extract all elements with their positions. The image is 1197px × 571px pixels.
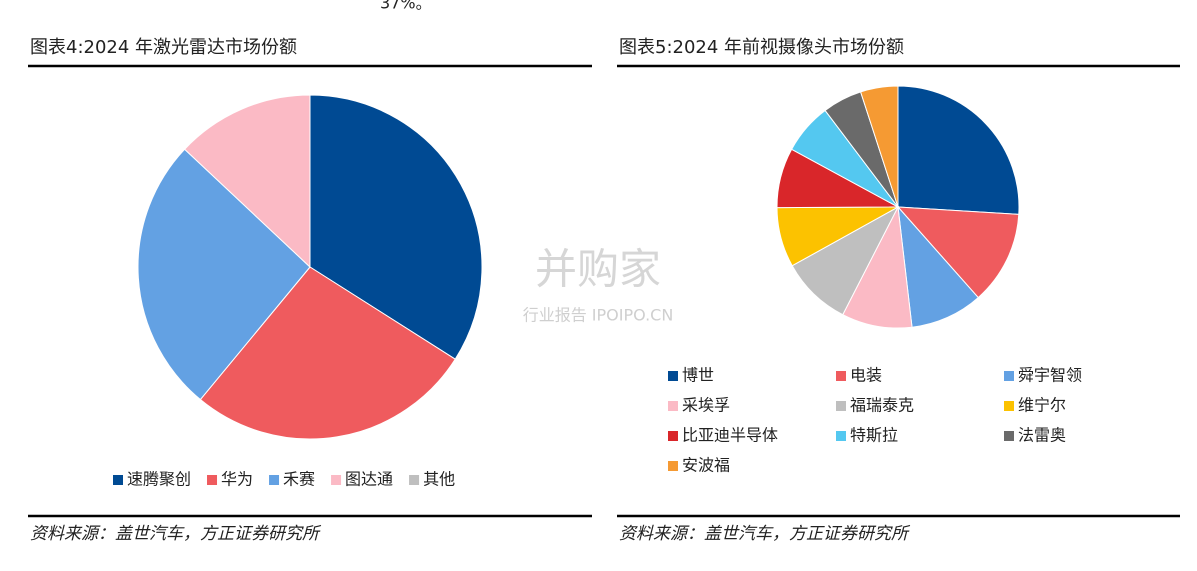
legend-label: 安波福 (682, 456, 730, 475)
legend-label: 华为 (221, 470, 253, 489)
legend-swatch (409, 475, 420, 485)
pie-slice (183, 94, 311, 269)
legend-swatch (668, 431, 678, 441)
legend-label: 比亚迪半导体 (682, 426, 778, 445)
legend-label: 法雷奥 (1018, 426, 1066, 445)
legend-label: 博世 (682, 366, 714, 385)
pie-slice (137, 148, 311, 401)
legend-label: 电装 (850, 366, 882, 385)
legend-swatch (1004, 431, 1014, 441)
legend-label: 禾赛 (283, 470, 315, 489)
legend-swatch (1004, 401, 1014, 411)
legend-swatch (836, 401, 846, 411)
legend-label: 特斯拉 (850, 426, 898, 445)
chart-title: 图表5:2024 年前视摄像头市场份额 (619, 37, 904, 58)
legend-label: 图达通 (345, 470, 393, 489)
source: 资料来源：盖世汽车，方正证券研究所 (30, 524, 322, 544)
legend-swatch (269, 475, 280, 485)
top-fragment: 37%。 (380, 0, 432, 13)
legend-swatch (668, 371, 678, 381)
pie-slice (896, 206, 1020, 299)
legend-label: 维宁尔 (1018, 396, 1066, 415)
watermark-sub: 行业报告 IPOIPO.CN (523, 306, 674, 325)
legend-swatch (836, 371, 846, 381)
watermark: 并购家 (535, 245, 661, 294)
legend-swatch (113, 475, 123, 485)
legend-swatch (207, 475, 218, 485)
chart-title: 图表4:2024 年激光雷达市场份额 (30, 37, 297, 58)
legend-label: 速腾聚创 (127, 470, 191, 489)
legend-swatch (668, 461, 678, 471)
legend-label: 其他 (423, 470, 455, 489)
pie-slice (897, 85, 1020, 215)
pie-slice (309, 94, 483, 360)
legend-swatch (1004, 371, 1014, 381)
pie-slice (199, 266, 456, 440)
pie-slice (897, 205, 979, 328)
legend-label: 福瑞泰克 (850, 396, 914, 415)
legend-swatch (331, 475, 342, 485)
legend-label: 采埃孚 (682, 396, 730, 415)
source: 资料来源：盖世汽车，方正证券研究所 (619, 524, 911, 544)
legend-swatch (836, 431, 846, 441)
pie-slice (860, 85, 899, 208)
legend-label: 舜宇智领 (1018, 366, 1082, 385)
legend-swatch (668, 401, 678, 411)
